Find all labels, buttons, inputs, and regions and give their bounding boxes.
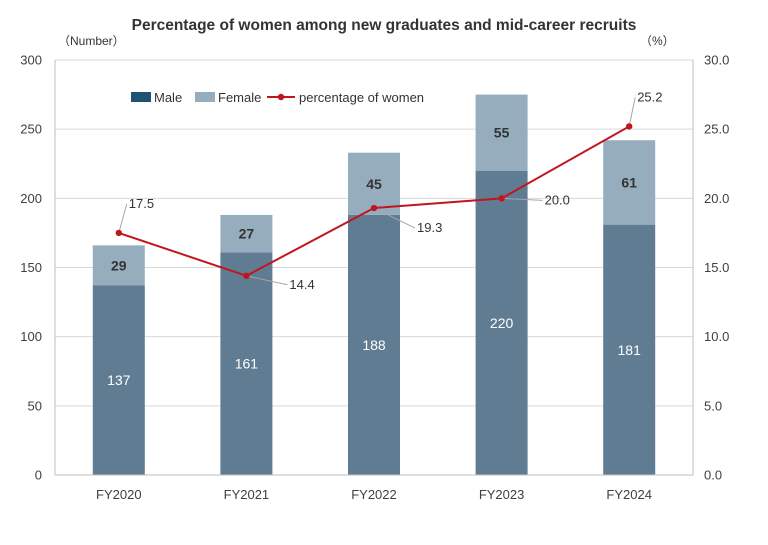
label-leader-line (246, 275, 288, 286)
y2-tick-label: 30.0 (704, 53, 729, 68)
y2-tick-label: 5.0 (704, 398, 722, 413)
line-point (243, 272, 250, 279)
y2-tick-label: 0.0 (704, 468, 722, 483)
x-tick-label: FY2020 (96, 487, 142, 502)
percentage-data-label: 20.0 (545, 192, 570, 207)
label-leader-line (628, 97, 636, 127)
label-leader-line (501, 197, 543, 201)
male-data-label: 161 (235, 356, 259, 372)
y-tick-label: 100 (20, 329, 42, 344)
y2-tick-label: 15.0 (704, 260, 729, 275)
male-data-label: 181 (618, 342, 642, 358)
line-point (370, 204, 378, 212)
percentage-data-label: 17.5 (129, 196, 154, 211)
x-tick-label: FY2023 (479, 487, 525, 502)
y-tick-label: 250 (20, 122, 42, 137)
legend-label-female: Female (218, 90, 261, 105)
y-tick-label: 0 (35, 468, 42, 483)
x-tick-label: FY2022 (351, 487, 397, 502)
line-point (498, 195, 505, 202)
y2-tick-label: 20.0 (704, 191, 729, 206)
female-data-label: 55 (494, 125, 510, 141)
x-tick-label: FY2021 (224, 487, 270, 502)
percentage-data-label: 14.4 (289, 277, 314, 292)
axes: 0 50 100 150 200 250 300 0.0 5.0 10.0 15.0 20.0 25.0… (20, 53, 729, 503)
bar-female (348, 152, 400, 215)
y2-tick-label: 25.0 (704, 122, 729, 137)
y-tick-label: 300 (20, 53, 42, 68)
legend-label-male: Male (154, 90, 182, 105)
x-tick-label: FY2024 (606, 487, 652, 502)
female-data-label: 29 (111, 257, 127, 273)
female-data-label: 27 (239, 226, 255, 242)
legend-label-percentage: percentage of women (299, 90, 424, 105)
bar-male (603, 224, 656, 475)
female-data-label: 61 (621, 174, 637, 190)
label-leader-line (118, 203, 128, 234)
right-axis-unit: （%） (640, 34, 675, 48)
percentage-data-label: 19.3 (417, 220, 442, 235)
bar-male (348, 214, 400, 475)
legend-swatch-male (131, 92, 151, 102)
line-point (115, 229, 123, 237)
percentage-data-label: 25.2 (637, 89, 662, 104)
line-series: 17.5 14.4 19.3 20.0 25.2 (115, 89, 663, 292)
legend-swatch-marker (277, 93, 285, 101)
y-tick-label: 150 (20, 260, 42, 275)
y2-tick-label: 10.0 (704, 329, 729, 344)
bar-female (92, 245, 145, 286)
bars: 137 29 161 27 188 45 220 55 181 61 (92, 94, 656, 475)
male-data-label: 220 (490, 315, 514, 331)
bar-female (603, 140, 656, 225)
bar-female (475, 94, 528, 171)
female-data-label: 45 (366, 176, 382, 192)
y-tick-label: 50 (28, 398, 42, 413)
legend: Male Female percentage of women (131, 90, 424, 105)
line-point (626, 123, 633, 130)
male-data-label: 137 (107, 372, 131, 388)
label-leader-line (373, 207, 416, 229)
bar-male (475, 170, 528, 475)
chart-title: Percentage of women among new graduates … (132, 17, 637, 34)
legend-swatch-female (195, 92, 215, 102)
bar-female (220, 214, 273, 253)
male-data-label: 188 (362, 337, 386, 353)
y-tick-label: 200 (20, 191, 42, 206)
left-axis-unit: （Number） (58, 34, 125, 48)
bar-male (220, 252, 273, 475)
bar-male (92, 285, 145, 475)
